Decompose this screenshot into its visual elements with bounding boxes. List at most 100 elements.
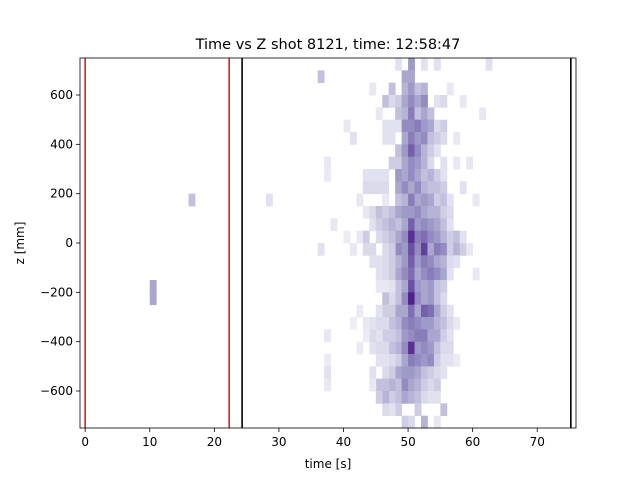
heatmap-cell [421,243,428,256]
heatmap-cell [401,378,409,392]
heatmap-cell [395,267,403,281]
heatmap-cell [440,366,448,380]
heatmap-cell [395,230,403,244]
heatmap-cell [440,354,448,367]
heatmap-cell [427,206,435,219]
heatmap-cell [375,107,383,121]
heatmap-cell [433,341,441,355]
heatmap-cell [440,181,448,195]
heatmap-cell [427,193,435,207]
heatmap-cell [427,107,435,121]
heatmap-cell [421,280,428,293]
heatmap-cell [466,243,474,256]
heatmap-cell [433,317,441,330]
heatmap-cell [382,132,390,145]
heatmap-cell [414,243,422,256]
heatmap-cell [440,329,448,343]
heatmap-cell [421,304,428,318]
heatmap-cell [369,181,377,195]
heatmap-cell [330,218,338,232]
heatmap-cell [401,206,409,219]
heatmap-cell [421,391,428,404]
heatmap-cell [440,280,448,293]
heatmap-cell [414,317,422,330]
heatmap-cell [382,193,390,207]
heatmap-cell [433,391,441,404]
heatmap-cell [421,206,428,219]
heatmap-cell [382,403,390,417]
heatmap-cell [369,317,377,330]
heatmap-cell [433,218,441,232]
heatmap-cell [414,391,422,404]
heatmap-cell [446,255,454,269]
heatmap-cell [421,169,428,182]
heatmap-cell [446,354,454,367]
heatmap-cell [362,181,370,195]
heatmap-cell [369,329,377,343]
heatmap-cell [382,304,390,318]
heatmap-cell [427,255,435,269]
heatmap-cell [369,255,377,269]
x-tick-label: 60 [465,435,480,449]
heatmap-cell [408,230,415,244]
heatmap-cell [421,317,428,330]
heatmap-cell [421,119,428,133]
heatmap-cell [421,255,428,269]
heatmap-cell [421,95,428,108]
heatmap-cell [395,366,403,380]
heatmap-cell [395,329,403,343]
heatmap-cell [349,243,357,256]
heatmap-cell [414,255,422,269]
x-tick-label: 10 [142,435,157,449]
heatmap-cell [395,243,403,256]
heatmap-cell [427,341,435,355]
heatmap-cell [414,267,422,281]
heatmap-cell [401,107,409,121]
heatmap-cell [401,415,409,429]
heatmap-cell [382,366,390,380]
heatmap-cell [324,169,331,182]
heatmap-cell [433,144,441,158]
heatmap-cell [369,378,377,392]
heatmap-cell [440,230,448,244]
heatmap-cell [401,329,409,343]
heatmap-cell [414,119,422,133]
heatmap-cell [459,95,467,108]
heatmap-cell [382,329,390,343]
heatmap-cell [401,181,409,195]
heatmap-cell [408,119,415,133]
heatmap-cell [440,206,448,219]
heatmap-cell [362,230,370,244]
heatmap-cell [388,292,396,306]
heatmap-cell [382,181,390,195]
heatmap-cell [375,280,383,293]
heatmap-cell [453,243,461,256]
heatmap-cell [401,292,409,306]
heatmap-cell [421,218,428,232]
heatmap-cell [401,119,409,133]
heatmap-cell [395,255,403,269]
heatmap-cell [421,107,428,121]
heatmap-cell [427,230,435,244]
heatmap-cell [433,304,441,318]
heatmap-cell [343,119,351,133]
heatmap-cell [362,329,370,343]
heatmap-cell [395,317,403,330]
heatmap-cell [369,366,377,380]
heatmap-cell [401,391,409,404]
heatmap-cell [382,267,390,281]
heatmap-cell [421,341,428,355]
heatmap-cell [395,304,403,318]
heatmap-cell [421,156,428,170]
heatmap-cell [440,403,448,417]
heatmap-cell [446,329,454,343]
heatmap-cell [421,378,428,392]
heatmap-cell [440,169,448,182]
heatmap-cell [453,230,461,244]
heatmap-cell [375,354,383,367]
heatmap-cell [388,255,396,269]
heatmap-cell [375,267,383,281]
heatmap-cell [356,230,364,244]
heatmap-cell [188,193,196,207]
heatmap-cell [427,378,435,392]
